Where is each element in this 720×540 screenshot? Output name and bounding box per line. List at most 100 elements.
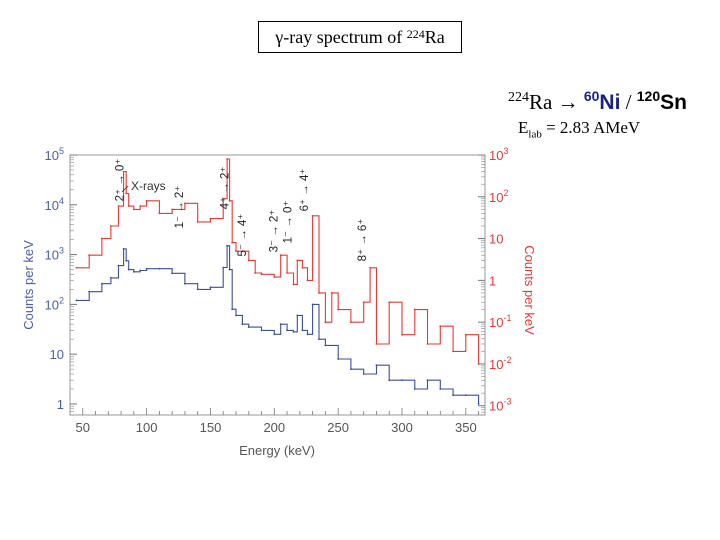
data-point xyxy=(464,333,467,336)
transition-label: 2⁺ → 0⁺ xyxy=(115,159,127,202)
data-point xyxy=(477,403,480,405)
data-point xyxy=(184,282,186,285)
data-point xyxy=(426,379,429,382)
data-point xyxy=(362,373,365,375)
data-point xyxy=(158,267,161,270)
data-point xyxy=(279,323,282,326)
tick-exponent: -3 xyxy=(503,397,511,407)
data-point xyxy=(254,272,257,274)
target2-mass: 120 xyxy=(636,88,661,104)
data-point xyxy=(301,266,304,269)
data-point xyxy=(226,244,228,247)
xray-label: X-rays xyxy=(131,179,166,193)
tick-base: 10 xyxy=(45,248,59,263)
transition-label: 8⁺ → 6⁺ xyxy=(357,219,369,262)
energy-symbol: E xyxy=(518,118,529,137)
data-point xyxy=(228,199,231,202)
data-point xyxy=(132,208,135,211)
data-point xyxy=(324,321,327,324)
data-point xyxy=(324,344,327,347)
annotation-layer: 2⁺ → 0⁺ X-rays 1⁻ → 2⁺ 4⁺ → 2⁺ 5⁻ → 4⁺ 3⁻ → 2… xyxy=(115,159,369,262)
right-tick-label: 10-3 xyxy=(489,397,511,414)
x-tick-label: 300 xyxy=(391,420,413,435)
x-tick-label: 100 xyxy=(136,420,158,435)
data-point xyxy=(350,368,352,371)
target-separator: / xyxy=(625,90,632,114)
data-point xyxy=(139,269,142,272)
data-point xyxy=(127,268,130,271)
transition-label: 1⁻ → 2⁺ xyxy=(174,186,186,229)
target2: Sn xyxy=(660,91,687,114)
data-point xyxy=(362,301,365,304)
transition-label: 3⁻ → 2⁺ xyxy=(269,210,281,253)
data-point xyxy=(117,264,120,267)
data-point xyxy=(388,301,391,304)
data-point xyxy=(122,248,125,250)
data-point xyxy=(286,272,288,274)
tick-base: 10 xyxy=(489,232,503,247)
data-point xyxy=(226,158,228,160)
y-axis-label-right: Counts per keV xyxy=(522,245,537,335)
data-point xyxy=(127,205,130,207)
x-axis: 50 100 150 200 250 300 350 xyxy=(76,408,480,435)
data-point xyxy=(273,276,276,278)
tick-base: 10 xyxy=(45,297,59,312)
reaction-label: 224Ra → 60Ni / 120Sn xyxy=(508,88,687,115)
data-point xyxy=(209,286,212,289)
right-tick-label: 103 xyxy=(489,146,508,163)
data-point xyxy=(196,288,199,291)
left-tick-label: 105 xyxy=(45,146,64,163)
right-tick-label: 1 xyxy=(489,273,496,288)
series-line-singles xyxy=(76,245,480,404)
data-point xyxy=(413,308,416,311)
energy-value: = 2.83 AMeV xyxy=(546,118,641,137)
data-point xyxy=(231,241,234,244)
data-point xyxy=(279,254,282,257)
tick-base: 10 xyxy=(489,315,503,330)
xray-pointer xyxy=(121,185,129,193)
tick-base: 1 xyxy=(57,397,64,412)
data-point xyxy=(296,314,299,317)
data-point xyxy=(330,292,333,294)
data-point xyxy=(439,325,442,328)
x-tick-label: 200 xyxy=(263,420,285,435)
data-point xyxy=(350,321,352,324)
data-point xyxy=(388,379,391,382)
data-point xyxy=(241,250,244,253)
data-point xyxy=(231,308,234,311)
data-point xyxy=(235,314,237,317)
data-point xyxy=(464,394,467,397)
title-prefix: γ-ray spectrum of xyxy=(275,26,403,47)
projectile-mass: 224 xyxy=(508,90,529,105)
target1: Ni xyxy=(599,91,621,114)
data-point xyxy=(101,282,103,285)
data-point xyxy=(301,329,304,332)
x-tick-label: 50 xyxy=(76,420,90,435)
title-mass: 224 xyxy=(406,26,425,41)
tick-base: 10 xyxy=(45,198,59,213)
data-point xyxy=(222,266,225,269)
tick-exponent: 3 xyxy=(59,246,64,256)
data-point xyxy=(369,266,371,269)
data-point xyxy=(222,197,225,200)
plot-frame xyxy=(69,154,486,416)
data-point xyxy=(452,350,454,353)
beam-energy: Elab = 2.83 AMeV xyxy=(518,118,640,140)
data-point xyxy=(477,363,480,365)
data-point xyxy=(260,329,263,332)
transition-label: 6⁺ → 4⁺ xyxy=(299,169,311,212)
left-tick-label: 104 xyxy=(45,196,64,213)
right-tick-label: 10 xyxy=(489,232,503,247)
data-point xyxy=(209,217,212,220)
data-point xyxy=(306,333,309,336)
data-point xyxy=(311,214,314,217)
tick-base: 10 xyxy=(489,148,503,163)
data-point xyxy=(292,283,295,286)
tick-exponent: 4 xyxy=(59,196,64,206)
data-point xyxy=(117,205,120,207)
data-point xyxy=(88,290,91,293)
data-point xyxy=(184,202,186,205)
